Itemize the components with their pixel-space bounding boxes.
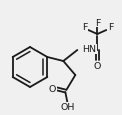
Text: HN: HN [82,45,96,54]
Text: O: O [94,62,101,71]
Text: F: F [95,18,100,27]
Text: F: F [108,23,113,32]
Text: F: F [82,23,87,32]
Text: O: O [49,85,56,94]
Text: OH: OH [60,103,75,112]
